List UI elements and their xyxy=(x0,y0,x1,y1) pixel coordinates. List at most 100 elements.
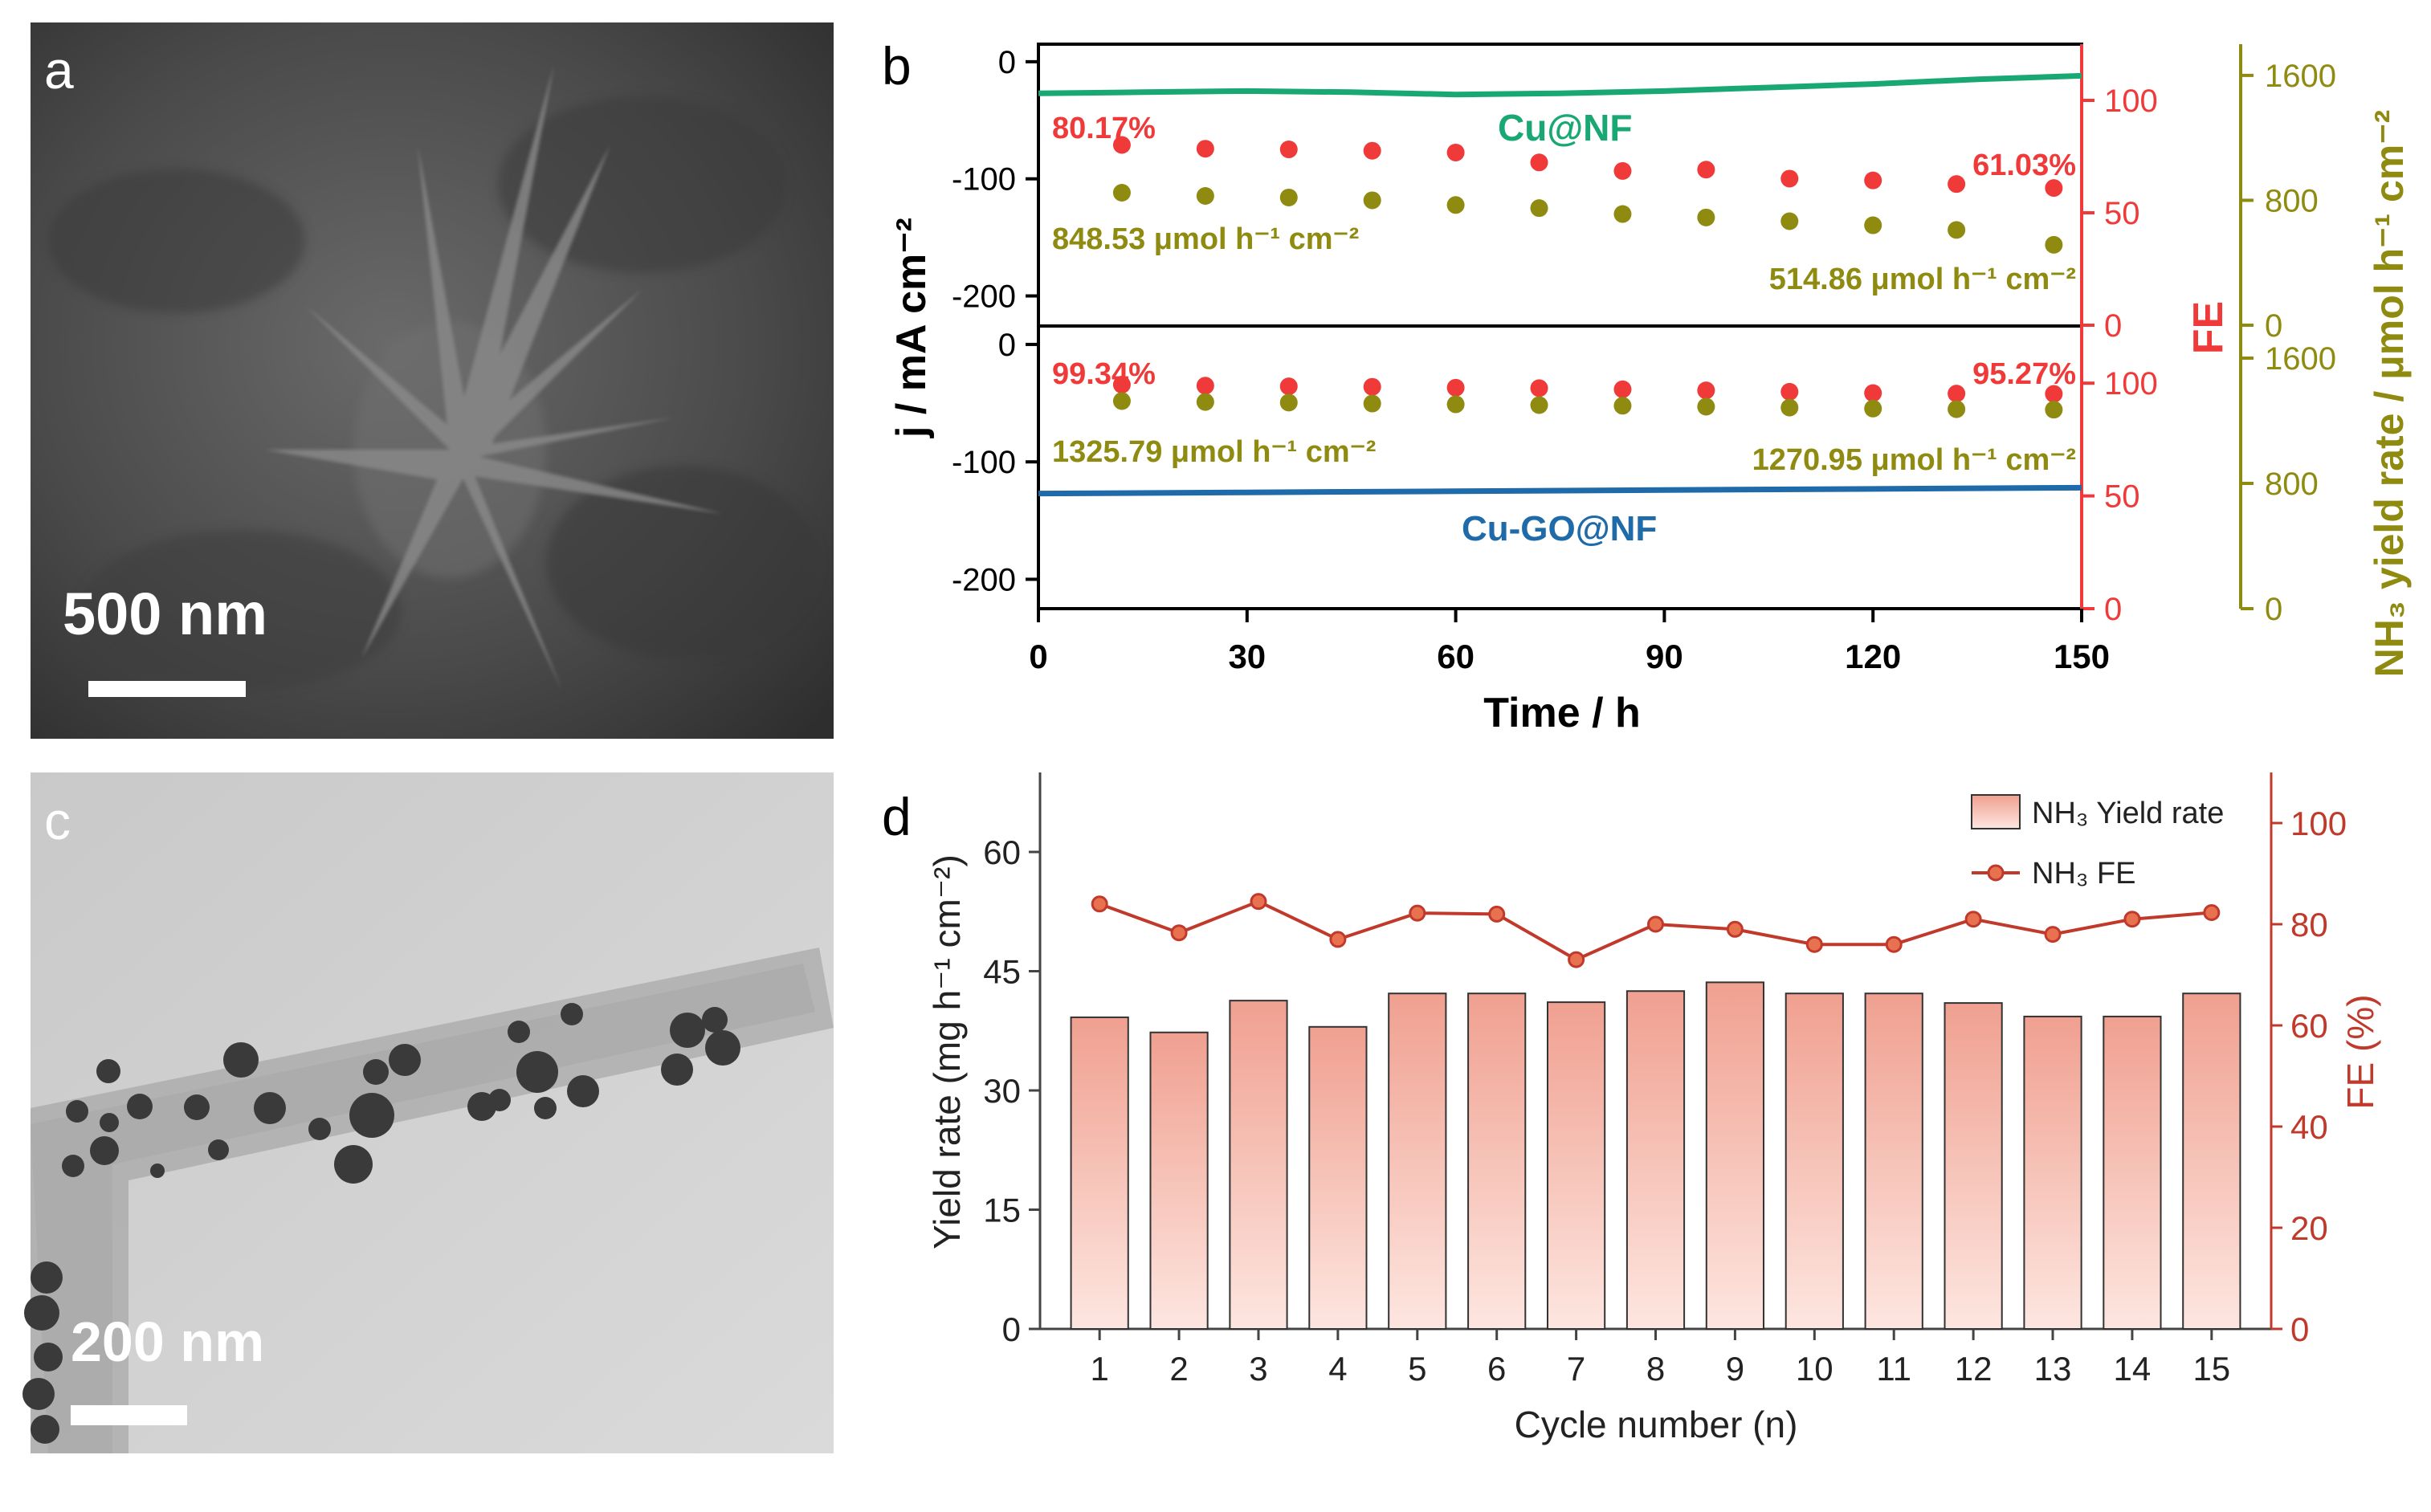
d-x-tick-label: 13 xyxy=(2034,1350,2072,1388)
yield-bar xyxy=(1944,1002,2003,1330)
yield-point xyxy=(1196,393,1214,411)
fe-marker xyxy=(1726,920,1744,938)
fe-marker xyxy=(1647,915,1664,933)
yield-bar xyxy=(1864,992,1923,1330)
yield-tick-label: 1600 xyxy=(2265,59,2336,94)
yield-bar xyxy=(1785,992,1844,1330)
panel-d-label: d xyxy=(882,787,912,846)
carbon-nanotube-core xyxy=(31,964,815,1453)
yield-point xyxy=(1279,188,1298,206)
fe-marker xyxy=(1329,931,1347,948)
legend-line-marker xyxy=(1987,864,2005,882)
d-y-tick-label: 45 xyxy=(983,953,1021,991)
fe-marker xyxy=(2123,911,2141,928)
fe-point xyxy=(1613,161,1632,180)
fe-tick-label: 100 xyxy=(2104,84,2158,119)
j-tick-label: 0 xyxy=(998,45,1016,80)
yield-point xyxy=(1780,398,1799,417)
fe-tick-label: 50 xyxy=(2104,479,2140,515)
d-y2-tick-label: 40 xyxy=(2290,1108,2328,1146)
yield-point xyxy=(2045,235,2063,254)
d-y-tick-label: 0 xyxy=(1002,1310,1021,1348)
current-density-curve xyxy=(1038,484,2082,497)
fe-tick-label: 0 xyxy=(2104,592,2122,627)
x-tick-label: 120 xyxy=(1845,638,1901,675)
fe-point xyxy=(1948,175,1966,194)
yield-point xyxy=(1864,399,1882,418)
legend-bar-swatch xyxy=(1971,794,2021,829)
d-x-tick-label: 4 xyxy=(1328,1350,1347,1388)
yield-bar xyxy=(1388,992,1447,1330)
j-axis-title: j / mA cm⁻² xyxy=(888,218,935,438)
fe-start-label: 80.17% xyxy=(1052,112,1156,145)
yield-bar xyxy=(1070,1016,1129,1331)
fe-marker xyxy=(1091,895,1108,913)
fe-tick-label: 100 xyxy=(2104,366,2158,401)
yield-bar xyxy=(1625,990,1686,1330)
fe-marker xyxy=(1805,935,1823,953)
x-tick-label: 60 xyxy=(1437,638,1475,675)
yield-point xyxy=(1446,196,1465,214)
panel-b-label: b xyxy=(882,36,912,96)
d-x-tick-label: 5 xyxy=(1408,1350,1426,1388)
d-x-axis-title: Cycle number (n) xyxy=(1515,1404,1798,1445)
d-y2-axis-title: FE (%) xyxy=(2339,994,2381,1109)
d-x-tick-label: 11 xyxy=(1876,1350,1911,1388)
yield-tick-label: 800 xyxy=(2265,467,2319,502)
yield-bar xyxy=(2182,992,2241,1330)
panel-c-label: c xyxy=(44,791,71,850)
yield-bar xyxy=(1149,1031,1209,1330)
d-x-tick-label: 1 xyxy=(1090,1350,1108,1388)
fe-marker xyxy=(1964,911,1982,928)
legend-fe-label: NH₃ FE xyxy=(2032,857,2135,890)
fe-marker xyxy=(2044,926,2062,943)
yield-point xyxy=(1196,187,1214,205)
j-tick-label: -100 xyxy=(952,162,1016,198)
fe-tick-label: 50 xyxy=(2104,196,2140,231)
fe-point xyxy=(1196,377,1214,395)
d-x-tick-label: 6 xyxy=(1487,1350,1506,1388)
panel-c: c 200 nm xyxy=(22,772,834,1453)
yield-point xyxy=(1530,396,1548,414)
yield-bar xyxy=(2023,1015,2082,1331)
d-y2-tick-label: 0 xyxy=(2290,1310,2309,1348)
fe-point xyxy=(1363,377,1381,396)
yield-start-label: 848.53 μmol h⁻¹ cm⁻² xyxy=(1052,222,1359,256)
d-y2-tick-label: 80 xyxy=(2290,906,2328,943)
panel-a-scale-bar xyxy=(88,681,246,697)
fe-tick-label: 0 xyxy=(2104,308,2122,344)
j-tick-label: 0 xyxy=(998,328,1016,363)
fe-point xyxy=(1279,377,1298,396)
yield-point xyxy=(1363,394,1381,413)
curve-label-cu-go-nf: Cu-GO@NF xyxy=(1462,509,1657,548)
yield-point xyxy=(1530,199,1548,218)
panel-c-scale-text: 200 nm xyxy=(71,1310,264,1373)
d-x-tick-label: 3 xyxy=(1249,1350,1267,1388)
yield-bar xyxy=(1546,1001,1606,1330)
x-tick-label: 150 xyxy=(2054,638,2110,675)
cu-nanoparticles xyxy=(22,1003,740,1444)
fe-point xyxy=(1196,140,1214,158)
yield-point xyxy=(1780,212,1799,230)
yield-tick-label: 800 xyxy=(2265,183,2319,218)
d-x-tick-label: 9 xyxy=(1726,1350,1744,1388)
yield-point xyxy=(1112,392,1131,410)
d-x-tick-label: 2 xyxy=(1169,1350,1188,1388)
yield-point xyxy=(1446,395,1465,414)
yield-point xyxy=(1948,221,1966,239)
d-x-tick-label: 8 xyxy=(1646,1350,1665,1388)
fe-start-label: 99.34% xyxy=(1052,357,1156,391)
curve-label-cu-nf: Cu@NF xyxy=(1498,107,1633,149)
fe-point xyxy=(1112,136,1131,154)
d-y2-tick-label: 20 xyxy=(2290,1209,2328,1247)
fe-point xyxy=(1613,380,1632,398)
fe-point xyxy=(1446,378,1465,397)
panel-b: b 0 -100 -200 0 50 100 0 800 1600 Cu@NF 80.17% 61.0… xyxy=(882,36,2412,736)
yield-point xyxy=(2045,401,2063,419)
fe-point xyxy=(1780,169,1799,188)
d-x-tick-label: 10 xyxy=(1796,1350,1833,1388)
panel-a: a 500 nm xyxy=(31,22,834,739)
d-y-tick-label: 15 xyxy=(983,1192,1021,1229)
